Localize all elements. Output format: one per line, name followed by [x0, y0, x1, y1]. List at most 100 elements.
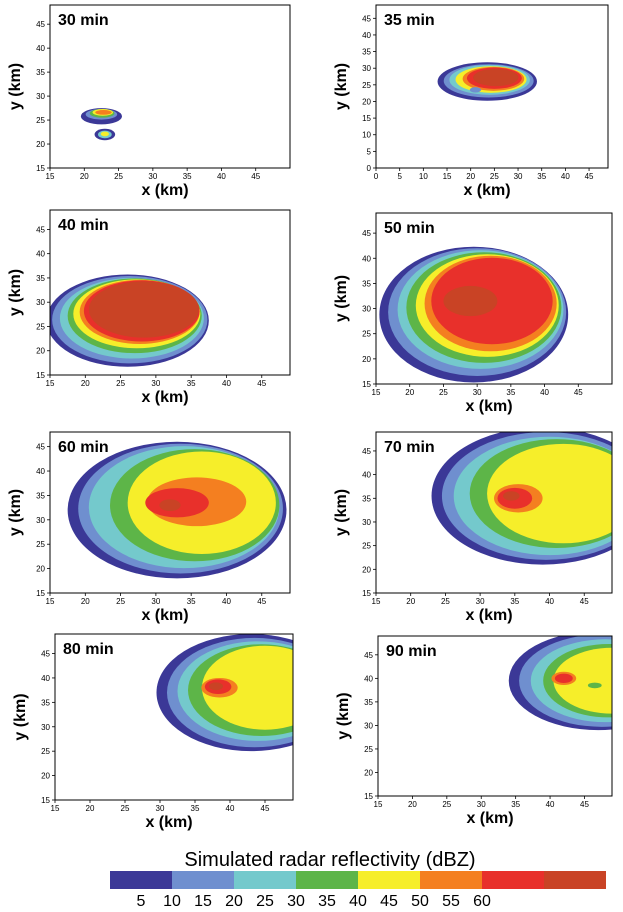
x-tick-label: 20	[408, 800, 417, 809]
y-tick-label: 30	[41, 723, 50, 732]
x-tick-label: 30	[156, 804, 165, 813]
x-tick-label: 15	[372, 597, 381, 606]
y-tick-label: 40	[36, 250, 45, 259]
colorbar-swatch	[296, 871, 358, 889]
y-tick-label: 45	[362, 447, 371, 456]
x-tick-label: 25	[442, 800, 451, 809]
y-tick-label: 30	[36, 516, 45, 525]
x-tick-label: 35	[510, 597, 519, 606]
x-tick-label: 40	[540, 388, 549, 397]
x-axis-label: x (km)	[466, 810, 513, 827]
colorbar-swatch	[544, 871, 606, 889]
echo-cell	[487, 443, 612, 544]
x-tick-label: 25	[441, 597, 450, 606]
y-tick-label: 25	[41, 747, 50, 756]
y-tick-label: 15	[36, 371, 45, 380]
y-tick-label: 35	[36, 274, 45, 283]
x-tick-label: 0	[374, 172, 379, 181]
y-tick-label: 45	[364, 651, 373, 660]
colorbar-tick-label: 40	[349, 893, 367, 910]
echo-cell	[469, 87, 482, 93]
y-tick-label: 45	[36, 20, 45, 29]
x-tick-label: 35	[537, 172, 546, 181]
y-tick-label: 45	[36, 225, 45, 234]
x-axis-label: x (km)	[465, 398, 512, 415]
y-tick-label: 40	[41, 674, 50, 683]
x-tick-label: 20	[80, 172, 89, 181]
colorbar-title: Simulated radar reflectivity (dBZ)	[184, 849, 475, 871]
echo-cell	[443, 285, 498, 317]
y-tick-label: 30	[362, 518, 371, 527]
echo-cell	[554, 673, 573, 684]
echo-cell	[553, 647, 612, 714]
x-tick-label: 15	[374, 800, 383, 809]
reflectivity-field	[508, 636, 612, 731]
colorbar-tick-label: 10	[163, 893, 181, 910]
y-tick-label: 30	[362, 64, 371, 73]
y-axis-label: y (km)	[333, 275, 350, 322]
x-tick-label: 15	[46, 172, 55, 181]
y-axis-label: y (km)	[7, 269, 24, 316]
x-tick-label: 30	[151, 379, 160, 388]
y-tick-label: 35	[362, 494, 371, 503]
y-axis-label: y (km)	[335, 692, 352, 739]
x-tick-label: 45	[251, 172, 260, 181]
y-tick-label: 35	[364, 698, 373, 707]
panel-title: 35 min	[384, 12, 435, 29]
x-tick-label: 15	[46, 379, 55, 388]
y-tick-label: 30	[364, 721, 373, 730]
y-tick-label: 30	[36, 298, 45, 307]
x-tick-label: 30	[473, 388, 482, 397]
x-axis-label: x (km)	[141, 607, 188, 624]
x-tick-label: 40	[222, 597, 231, 606]
x-tick-label: 25	[114, 172, 123, 181]
y-tick-label: 25	[362, 330, 371, 339]
y-axis-label: y (km)	[333, 63, 350, 110]
x-tick-label: 45	[574, 388, 583, 397]
y-tick-label: 40	[36, 467, 45, 476]
x-tick-label: 45	[257, 379, 266, 388]
x-tick-label: 45	[580, 597, 589, 606]
colorbar-tick-label: 45	[380, 893, 398, 910]
x-tick-label: 15	[372, 388, 381, 397]
colorbar-swatch	[234, 871, 296, 889]
x-tick-label: 40	[561, 172, 570, 181]
y-tick-label: 15	[36, 164, 45, 173]
x-tick-label: 45	[261, 804, 270, 813]
x-tick-label: 20	[405, 388, 414, 397]
colorbar-tick-label: 55	[442, 893, 460, 910]
x-tick-label: 25	[490, 172, 499, 181]
x-tick-label: 45	[580, 800, 589, 809]
x-tick-label: 35	[511, 800, 520, 809]
panel-8: 15 20 25 30 35 40 45 15 20 25 30 35 40 45 90 min x (km)…	[335, 635, 613, 827]
panel-1: 15 20 25 30 35 40 45 15 20 25 30 35 40 45 30 min x (km)…	[7, 4, 291, 199]
y-tick-label: 10	[362, 131, 371, 140]
x-tick-label: 30	[477, 800, 486, 809]
x-tick-label: 20	[86, 804, 95, 813]
y-tick-label: 35	[362, 48, 371, 57]
y-tick-label: 40	[364, 674, 373, 683]
y-tick-label: 35	[41, 698, 50, 707]
x-tick-label: 15	[51, 804, 60, 813]
y-tick-label: 25	[36, 322, 45, 331]
y-tick-label: 30	[36, 92, 45, 101]
y-tick-label: 20	[362, 565, 371, 574]
x-tick-label: 20	[81, 379, 90, 388]
panel-title: 90 min	[386, 643, 437, 660]
colorbar-tick-label: 60	[473, 893, 491, 910]
y-tick-label: 20	[36, 565, 45, 574]
x-axis-label: x (km)	[141, 182, 188, 199]
y-axis-label: y (km)	[7, 489, 24, 536]
y-tick-label: 15	[36, 589, 45, 598]
x-tick-label: 5	[397, 172, 402, 181]
x-tick-label: 45	[585, 172, 594, 181]
y-tick-label: 20	[36, 140, 45, 149]
panel-6: 15 20 25 30 35 40 45 15 20 25 30 35 40 45 70 min x (km)…	[333, 431, 613, 624]
plot-frame	[375, 4, 609, 169]
y-tick-label: 25	[36, 116, 45, 125]
x-tick-label: 25	[439, 388, 448, 397]
y-tick-label: 35	[362, 279, 371, 288]
x-axis-label: x (km)	[141, 389, 188, 406]
echo-cell	[503, 491, 520, 501]
x-axis-label: x (km)	[465, 607, 512, 624]
